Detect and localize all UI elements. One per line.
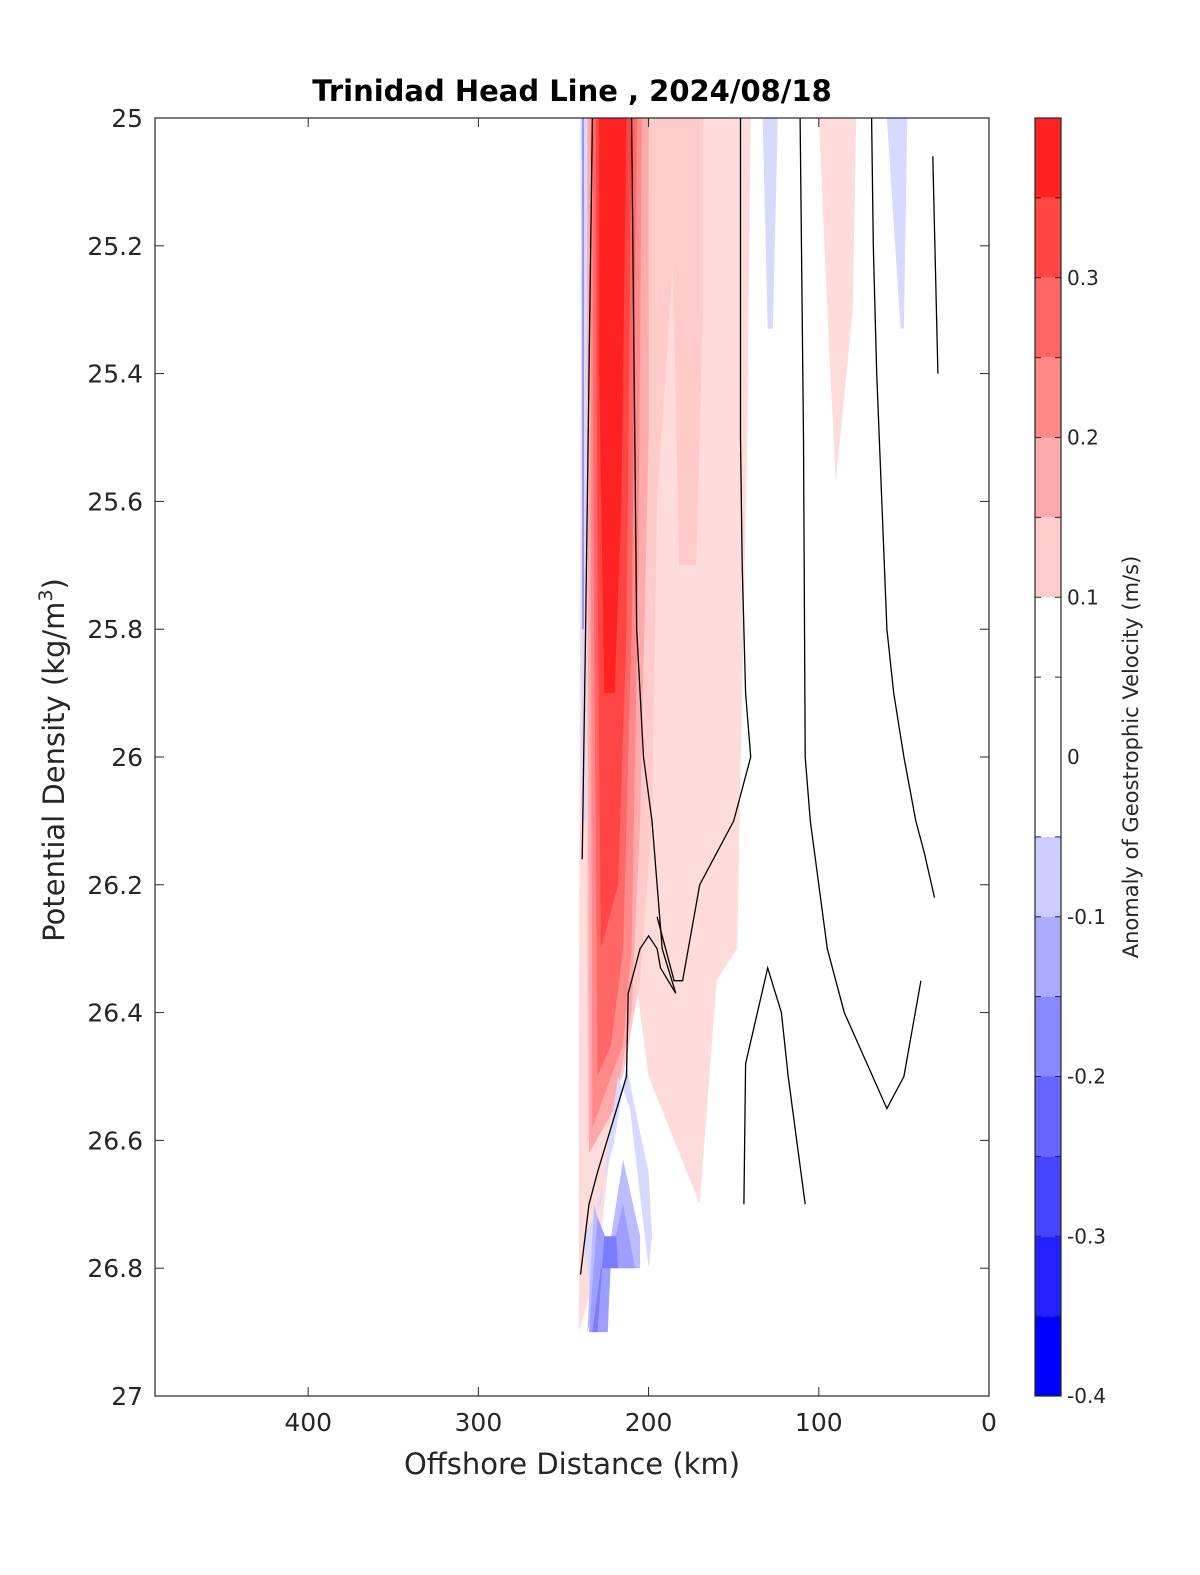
y-axis-label-base: Potential Density (kg/m [37,602,71,942]
y-tick-label: 26.2 [87,871,143,900]
zero-contour-line [656,118,752,982]
x-tick-label: 0 [981,1408,997,1437]
contour-fill-region [589,1204,635,1333]
colorbar-cell [1035,1156,1061,1237]
zero-contour-line [870,118,936,898]
y-axis-label-sup: 3 [35,589,57,601]
contour-fill-region [762,118,778,329]
colorbar-cell [1035,277,1061,358]
colorbar-cell [1035,197,1061,278]
colorbar-cell [1035,437,1061,518]
contour-fill-region [818,118,857,483]
colorbar-cell [1035,996,1061,1077]
x-tick-label: 100 [795,1408,843,1437]
zero-contour-line [932,156,939,374]
colorbar-cell [1035,118,1061,198]
contour-fill-region [582,118,584,630]
colorbar-cell [1035,677,1061,837]
y-tick-label: 25 [111,104,143,133]
y-tick-label: 26.6 [87,1126,143,1155]
y-axis-label-close: ) [37,578,71,589]
colorbar-tick-label: 0.3 [1067,266,1099,290]
plot-background [155,118,989,1396]
zero-contour-line [579,118,677,1275]
y-tick-label: 25.2 [87,232,143,261]
y-tick-label: 27 [111,1382,143,1411]
colorbar: 0.3 0.2 0.1 0 -0.1 -0.2 -0.3 -0.4 Anomaly of Ge… [1034,117,1143,1408]
x-tick-label: 400 [284,1408,332,1437]
y-tick-label: 26.4 [87,999,143,1028]
contour-fill-region [592,1236,618,1333]
y-tick-label: 26 [111,743,143,772]
colorbar-cell [1035,1316,1061,1396]
colorbar-cell [1035,1076,1061,1157]
x-tick-label: 300 [455,1408,503,1437]
colorbar-tick-label: -0.3 [1067,1224,1106,1248]
plot-area: 400 300 200 100 0 25 25.2 25.4 25.6 25.8 26 26.2 26… [87,104,997,1437]
filled-contours [578,118,908,1333]
contour-fill-region [599,118,627,694]
colorbar-tick-label: 0 [1067,745,1080,769]
zero-contour-line [799,118,922,1110]
colorbar-cell [1035,597,1061,678]
y-tick-label: 25.8 [87,615,143,644]
y-tick-label: 26.8 [87,1254,143,1283]
y-tick-label: 25.4 [87,360,143,389]
colorbar-cell [1035,916,1061,997]
y-axis-label: Potential Density (kg/m3) [35,578,71,942]
contour-fill-region [886,118,908,329]
colorbar-frame [1034,117,1062,1397]
colorbar-cell [1035,357,1061,438]
contour-fill-region [662,118,704,566]
colorbar-cells [1035,118,1061,1396]
colorbar-ticks: 0.3 0.2 0.1 0 -0.1 -0.2 -0.3 -0.4 [1035,117,1106,1408]
x-axis-ticks: 400 300 200 100 0 [284,118,997,1437]
colorbar-cell [1035,517,1061,598]
zero-contour-line [743,965,806,1205]
colorbar-label: Anomaly of Geostrophic Velocity (m/s) [1119,556,1143,959]
colorbar-tick-label: -0.4 [1067,1384,1106,1408]
chart-title: Trinidad Head Line , 2024/08/18 [312,74,832,108]
colorbar-tick-label: 0.2 [1067,426,1099,450]
y-axis-ticks: 25 25.2 25.4 25.6 25.8 26 26.2 26.4 26.6 26.8 27 [87,104,989,1411]
colorbar-tick-label: -0.1 [1067,905,1106,929]
y-tick-label: 25.6 [87,487,143,516]
zero-contour-line [581,118,594,860]
colorbar-cell [1035,1236,1061,1317]
x-axis-label: Offshore Distance (km) [404,1447,740,1481]
colorbar-tick-label: 0.1 [1067,585,1099,609]
contour-fill-region [583,1063,652,1333]
colorbar-cell [1035,836,1061,917]
colorbar-tick-label: -0.2 [1067,1065,1106,1089]
zero-contour-lines [579,118,939,1275]
x-tick-label: 200 [625,1408,673,1437]
